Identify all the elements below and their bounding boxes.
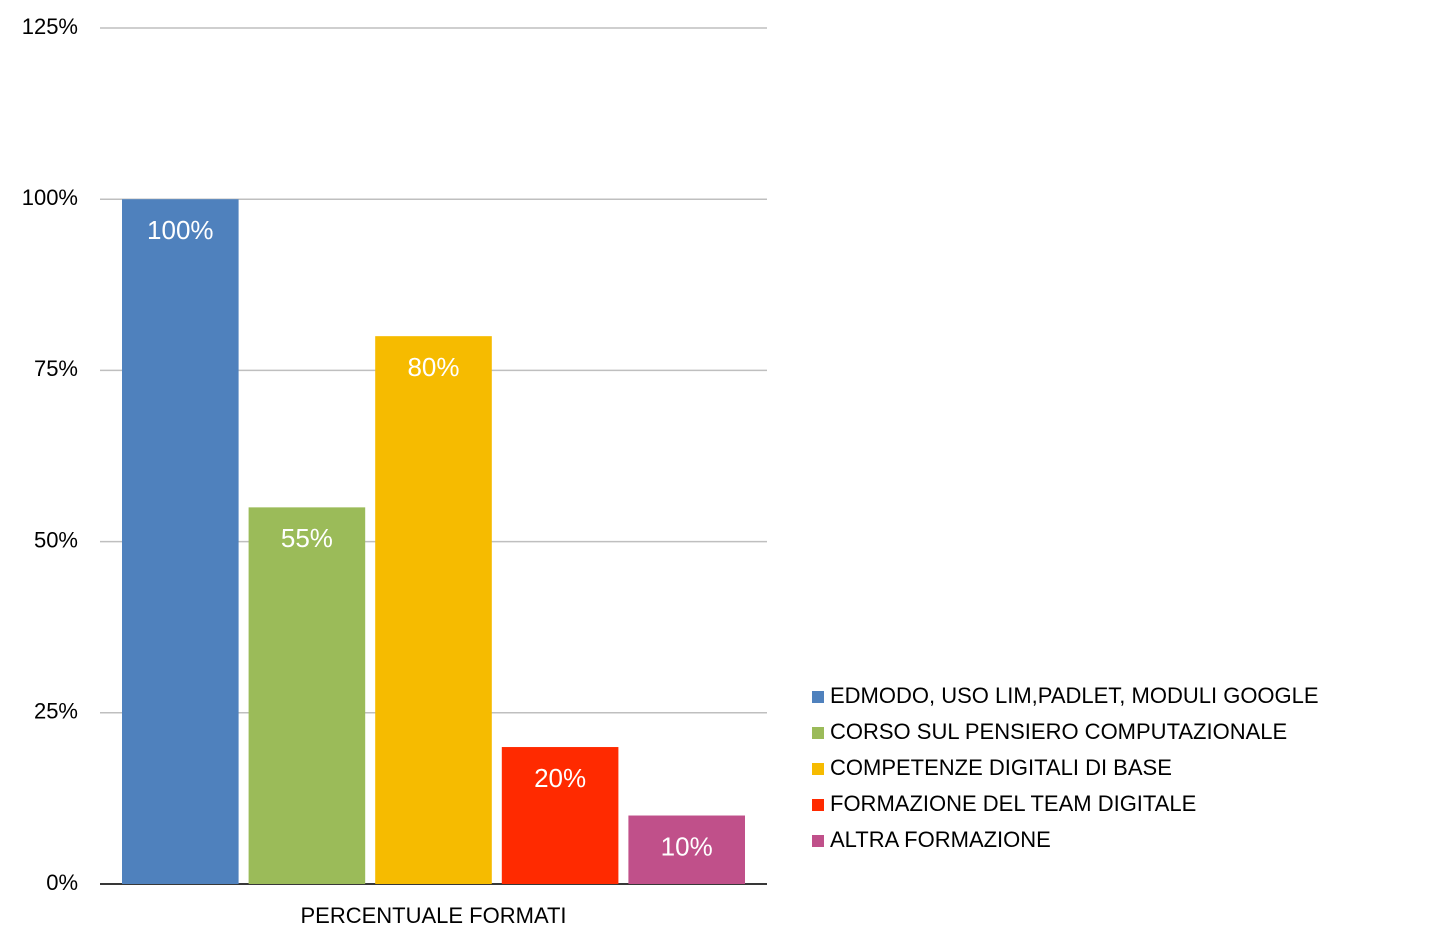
data-label: 10%	[661, 831, 713, 861]
legend-label: COMPETENZE DIGITALI DI BASE	[830, 755, 1172, 780]
legend-swatch	[812, 727, 824, 739]
legend-label: FORMAZIONE DEL TEAM DIGITALE	[830, 791, 1196, 816]
y-tick-label: 75%	[34, 356, 78, 381]
bar	[375, 336, 492, 884]
bar	[628, 815, 745, 884]
bar	[122, 199, 239, 884]
legend-swatch	[812, 691, 824, 703]
legend-swatch	[812, 799, 824, 811]
y-tick-label: 125%	[22, 14, 78, 39]
data-label: 55%	[281, 523, 333, 553]
y-tick-label: 50%	[34, 527, 78, 552]
legend-swatch	[812, 835, 824, 847]
legend-label: EDMODO, USO LIM,PADLET, MODULI GOOGLE	[830, 683, 1319, 708]
data-label: 20%	[534, 763, 586, 793]
y-tick-label: 100%	[22, 185, 78, 210]
y-tick-label: 0%	[46, 870, 78, 895]
bar	[248, 507, 366, 884]
legend-label: CORSO SUL PENSIERO COMPUTAZIONALE	[830, 719, 1287, 744]
legend-swatch	[812, 763, 824, 775]
legend-label: ALTRA FORMAZIONE	[830, 827, 1051, 852]
bar	[501, 747, 619, 884]
data-label: 100%	[147, 215, 214, 245]
x-tick-label: PERCENTUALE FORMATI	[300, 903, 566, 928]
data-label: 80%	[407, 352, 459, 382]
y-tick-label: 25%	[34, 699, 78, 724]
